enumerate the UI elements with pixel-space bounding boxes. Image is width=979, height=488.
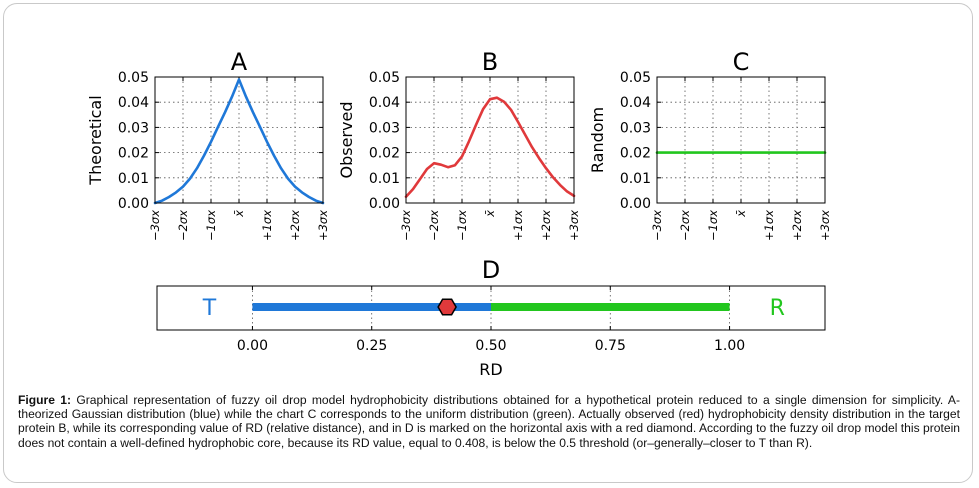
- x-tick-label: −3σx: [148, 210, 162, 241]
- y-tick-label: 0.05: [620, 70, 651, 86]
- y-tick-label: 0.02: [118, 146, 149, 162]
- y-tick-label: 0.01: [118, 171, 149, 187]
- x-tick-label: 1.00: [714, 338, 745, 354]
- x-tick-label: −1σx: [706, 210, 720, 241]
- x-tick-label: x̄: [483, 210, 497, 218]
- panel-D: D 0.00 0.25 0.50 0.75 1.00 T R RD: [156, 256, 826, 379]
- y-tick-label: 0.03: [118, 120, 149, 136]
- x-tick-label: 0.50: [475, 338, 506, 354]
- x-tick-label: +2σx: [288, 210, 302, 241]
- caption-label: Figure 1:: [18, 393, 72, 407]
- x-tick-label: +1σx: [511, 210, 525, 241]
- y-tick-label: 0.02: [369, 146, 400, 162]
- panel-B: B 0.00 0.01 0.02 0.03 0.04 0.05 −3σx −2σx −1σx x̄ +…: [337, 48, 581, 241]
- y-tick-label: 0.01: [369, 171, 400, 187]
- x-tick-label: x̄: [734, 210, 748, 218]
- x-tick-label: +3σx: [567, 210, 581, 241]
- series-line-observed: [404, 96, 576, 198]
- x-tick-label: −2σx: [176, 210, 190, 241]
- x-tick-label: +2σx: [539, 210, 553, 241]
- figure-frame: [3, 3, 973, 483]
- axes-frame: [156, 285, 826, 331]
- series-line-theoretical: [153, 78, 325, 205]
- y-tick-label: 0.00: [620, 196, 651, 212]
- y-tick-label: 0.02: [620, 146, 651, 162]
- y-tick-label: 0.03: [620, 120, 651, 136]
- x-tick-label: 0.75: [595, 338, 626, 354]
- caption-text: Graphical representation of fuzzy oil dr…: [18, 393, 960, 450]
- x-tick-label: −3σx: [650, 210, 664, 241]
- x-tick-label: +1σx: [260, 210, 274, 241]
- axes-frame: [405, 76, 575, 204]
- y-axis-label: Random: [588, 107, 607, 173]
- y-tick-label: 0.03: [369, 120, 400, 136]
- axes-frame: [154, 76, 324, 204]
- x-tick-label: x̄: [232, 210, 246, 218]
- y-tick-label: 0.05: [118, 70, 149, 86]
- x-tick-label: −3σx: [399, 210, 413, 241]
- y-tick-label: 0.01: [620, 171, 651, 187]
- y-axis-label: Theoretical: [86, 95, 105, 185]
- y-tick-label: 0.00: [369, 196, 400, 212]
- y-tick-label: 0.04: [118, 95, 149, 111]
- rd-marker: [437, 298, 457, 316]
- x-tick-label: −1σx: [204, 210, 218, 241]
- panel-title: B: [482, 48, 498, 76]
- x-tick-label: 0.25: [356, 338, 387, 354]
- y-axis-label: Observed: [337, 102, 356, 179]
- y-tick-label: 0.04: [369, 95, 400, 111]
- x-tick-label: +3σx: [316, 210, 330, 241]
- panel-C: C 0.00 0.01 0.02 0.03 0.04 0.05 −3σx −2σx −1σx x̄ +…: [588, 48, 832, 241]
- panel-title: C: [733, 48, 750, 76]
- y-tick-label: 0.04: [620, 95, 651, 111]
- x-axis-label: RD: [479, 360, 502, 379]
- panel-title: D: [482, 256, 500, 284]
- x-tick-label: +3σx: [818, 210, 832, 241]
- panel-A: A 0.00 0.01 0.02 0.03 0.04 0.05 −3σx −2σx −1σx x̄ +…: [86, 48, 330, 241]
- x-tick-label: 0.00: [237, 338, 268, 354]
- x-tick-label: −2σx: [427, 210, 441, 241]
- x-tick-label: +2σx: [790, 210, 804, 241]
- figure-canvas: A 0.00 0.01 0.02 0.03 0.04 0.05 −3σx −2σx −1σx x̄ +…: [86, 48, 832, 379]
- x-tick-label: +1σx: [762, 210, 776, 241]
- y-tick-label: 0.05: [369, 70, 400, 86]
- end-label-T: T: [202, 296, 217, 321]
- panel-title: A: [231, 48, 248, 76]
- x-tick-label: −2σx: [678, 210, 692, 241]
- axes-frame: [656, 76, 826, 204]
- figure-caption: Figure 1: Graphical representation of fu…: [18, 393, 960, 450]
- end-label-R: R: [770, 296, 785, 321]
- y-tick-label: 0.00: [118, 196, 149, 212]
- x-tick-label: −1σx: [455, 210, 469, 241]
